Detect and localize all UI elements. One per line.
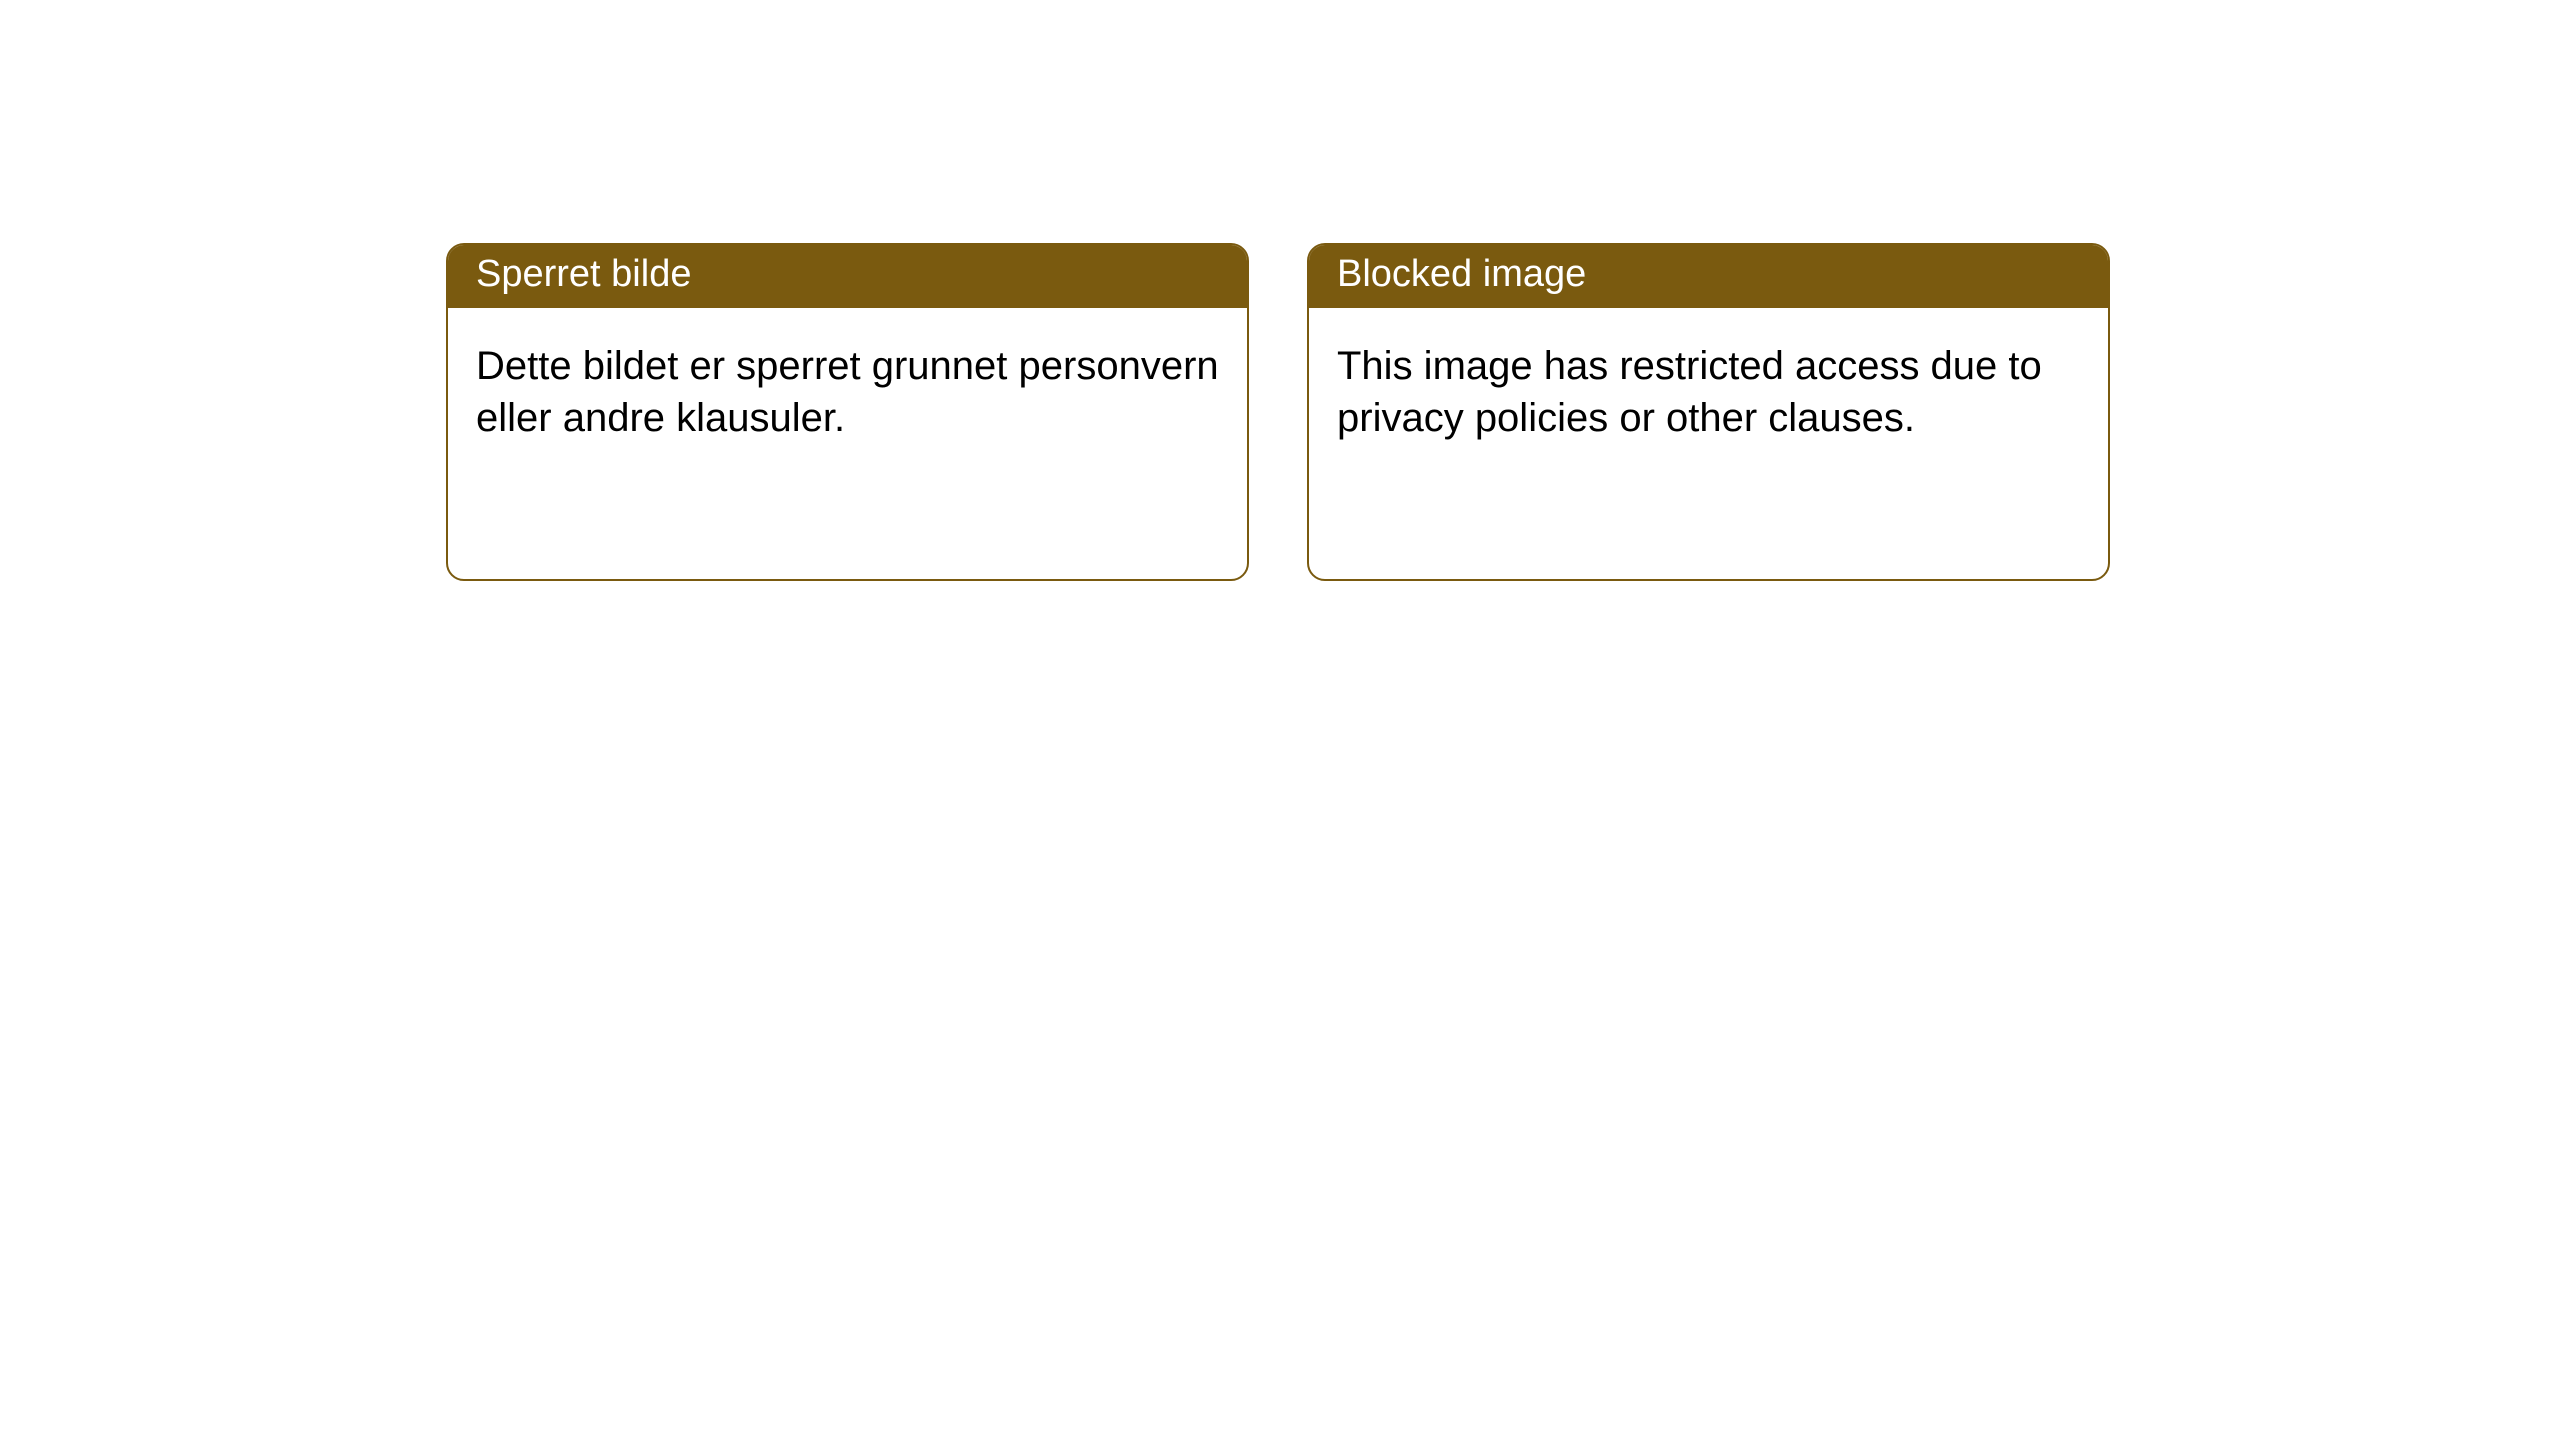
notice-container: Sperret bilde Dette bildet er sperret gr… (446, 243, 2110, 581)
notice-text: This image has restricted access due to … (1337, 344, 2042, 440)
notice-body: This image has restricted access due to … (1309, 308, 2108, 476)
notice-title: Blocked image (1337, 253, 1586, 295)
notice-body: Dette bildet er sperret grunnet personve… (448, 308, 1247, 476)
notice-box-norwegian: Sperret bilde Dette bildet er sperret gr… (446, 243, 1249, 581)
notice-box-english: Blocked image This image has restricted … (1307, 243, 2110, 581)
notice-header: Blocked image (1309, 245, 2108, 308)
notice-text: Dette bildet er sperret grunnet personve… (476, 344, 1219, 440)
notice-header: Sperret bilde (448, 245, 1247, 308)
notice-title: Sperret bilde (476, 253, 691, 295)
